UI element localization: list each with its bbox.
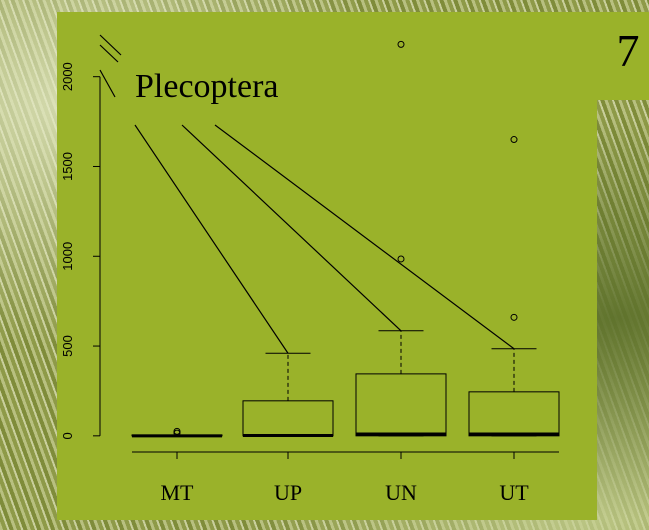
- y-tick-label: 0: [60, 432, 75, 439]
- x-tick-label: UT: [499, 480, 529, 505]
- outlier: [510, 136, 518, 144]
- annotation-pointer: [214, 124, 515, 350]
- box: [468, 391, 560, 437]
- y-tick-label: 1000: [60, 242, 75, 271]
- y-tick-label: 2000: [60, 62, 75, 91]
- box: [355, 373, 447, 437]
- y-tick-label: 500: [60, 335, 75, 357]
- annotation-strokes: [99, 34, 122, 98]
- annotation: Plecoptera: [135, 68, 279, 105]
- x-tick-label: UN: [385, 480, 417, 505]
- page-number-panel: [597, 12, 649, 100]
- annotation-pointer: [181, 124, 402, 332]
- outlier: [397, 40, 405, 48]
- outlier: [510, 313, 518, 321]
- y-tick-label: 1500: [60, 152, 75, 181]
- page-number: 7: [617, 25, 640, 76]
- outlier: [173, 427, 181, 435]
- annotation-pointer: [134, 124, 289, 354]
- box: [242, 400, 334, 437]
- x-tick-label: UP: [274, 480, 302, 505]
- x-tick-label: MT: [161, 480, 195, 505]
- outlier: [397, 255, 405, 263]
